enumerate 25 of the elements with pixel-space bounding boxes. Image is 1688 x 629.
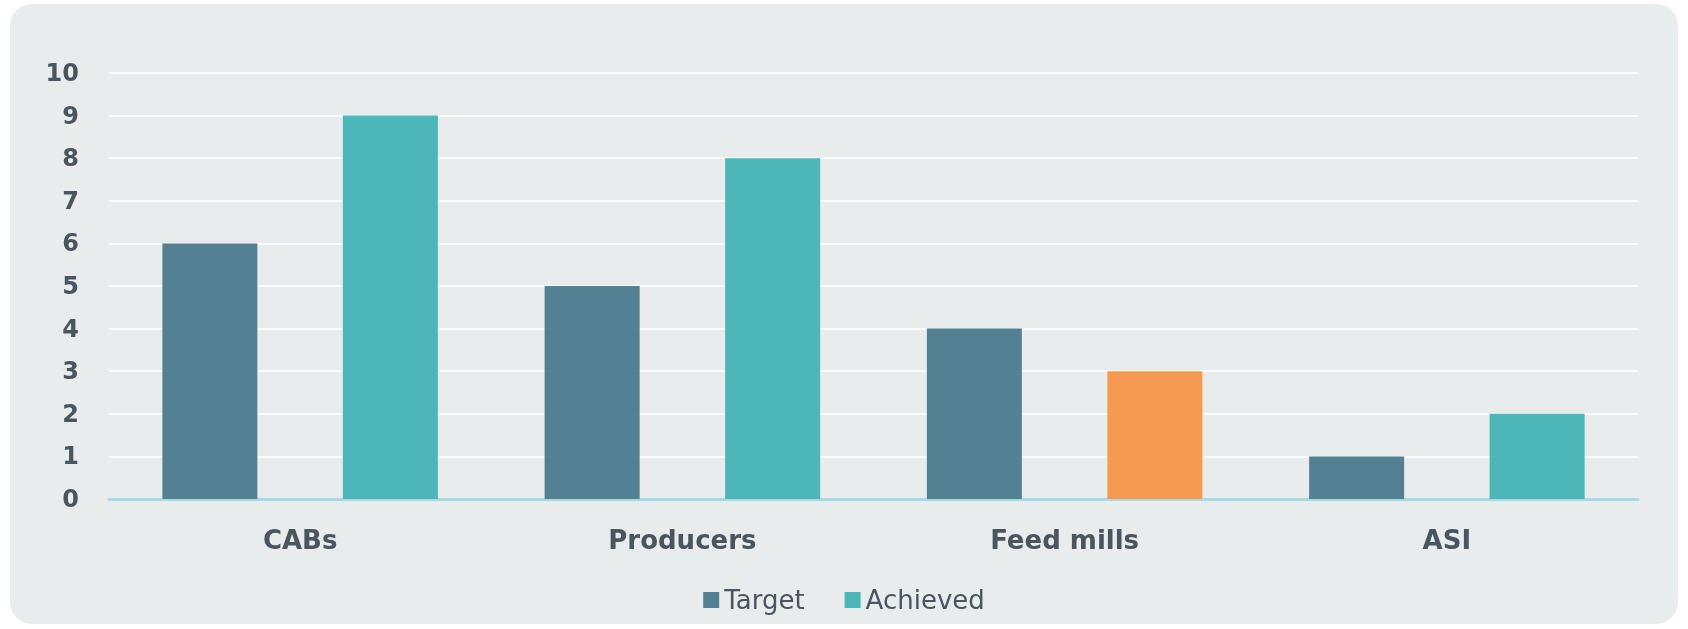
legend-label: Target: [723, 585, 805, 615]
y-tick-label: 4: [62, 314, 79, 343]
legend-label: Achieved: [865, 585, 985, 615]
y-tick-label: 6: [62, 229, 79, 258]
bar: [162, 243, 258, 499]
bar: [725, 158, 821, 499]
y-tick-label: 2: [62, 399, 79, 428]
bar: [1489, 413, 1585, 499]
y-tick-label: 7: [62, 186, 79, 215]
y-tick-label: 3: [62, 357, 79, 386]
y-tick-label: 5: [62, 272, 79, 300]
bar: [926, 328, 1022, 499]
bar: [1309, 456, 1405, 499]
x-tick-label: ASI: [1422, 525, 1472, 555]
y-tick-label: 0: [62, 485, 79, 513]
bar: [1107, 371, 1203, 499]
y-tick-label: 1: [62, 442, 79, 471]
y-tick-label: 9: [62, 101, 79, 130]
x-tick-label: Producers: [608, 525, 757, 555]
y-tick-label: 8: [62, 144, 79, 173]
x-tick-label: Feed mills: [990, 525, 1140, 555]
x-tick-label: CABs: [262, 525, 338, 555]
bar: [342, 115, 438, 499]
bar: [544, 286, 640, 499]
y-tick-label: 10: [45, 59, 79, 87]
